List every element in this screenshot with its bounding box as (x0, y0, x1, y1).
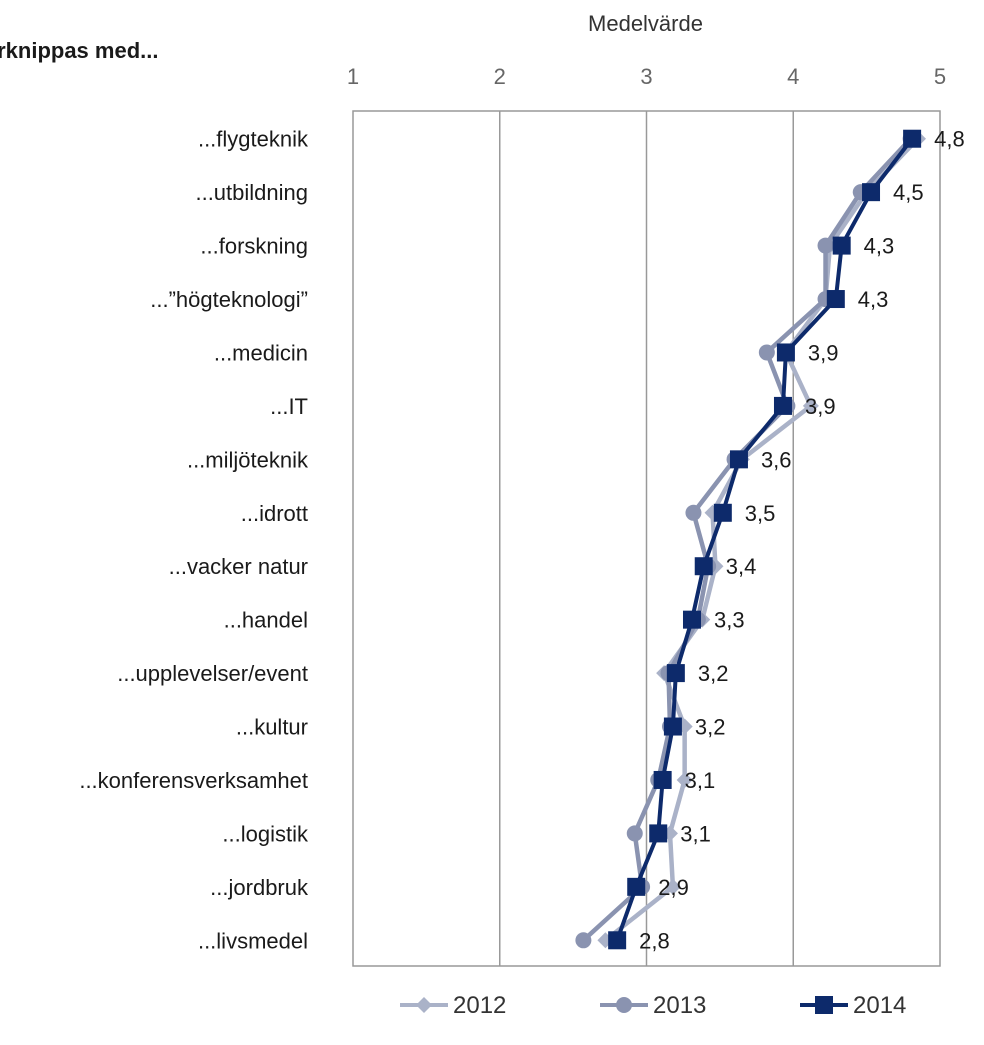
plot-area (352, 110, 941, 967)
marker-square (729, 450, 748, 469)
data-label: 2,8 (639, 928, 670, 953)
data-label: 3,1 (680, 821, 711, 846)
category-labels: ...flygteknik ...utbildning ...forskning..… (79, 127, 309, 954)
data-label: 3,3 (714, 608, 745, 633)
marker-square (773, 396, 792, 415)
category-label: ...handel (224, 608, 308, 633)
marker-square (862, 183, 881, 202)
marker-circle (685, 504, 702, 521)
data-label: 3,9 (805, 394, 836, 419)
category-label: ...”högteknologi” (150, 287, 308, 312)
x-axis-label: Medelvärde (588, 11, 703, 36)
series-line (581, 137, 913, 942)
marker-square (627, 877, 646, 896)
category-label: ...miljöteknik (187, 447, 309, 472)
series-2014 (608, 129, 922, 950)
marker-square (776, 343, 795, 362)
series-line (615, 137, 914, 941)
data-label: 3,5 (745, 501, 776, 526)
category-label: ...upplevelser/event (117, 661, 308, 686)
legend: 2012 2013 2014 (400, 992, 906, 1019)
data-label: 2,9 (658, 875, 689, 900)
x-tick-labels: 1 2 3 4 5 (347, 64, 946, 89)
marker-square (649, 824, 668, 843)
marker-diamond (802, 397, 819, 414)
data-label: 3,2 (698, 661, 729, 686)
data-label: 4,5 (893, 180, 924, 205)
marker-square (608, 931, 627, 950)
marker-square (653, 770, 672, 789)
data-label: 3,9 (808, 340, 839, 365)
data-label: 4,3 (864, 234, 895, 259)
category-label: ...medicin (214, 340, 308, 365)
data-label: 4,3 (858, 287, 889, 312)
marker-square (682, 610, 701, 629)
marker-square (832, 236, 851, 255)
category-label: ...flygteknik (198, 127, 309, 152)
category-label: ...logistik (222, 821, 309, 846)
marker-circle (575, 932, 592, 949)
legend-item-2013: 2013 (600, 992, 706, 1019)
category-label: ...vacker natur (169, 554, 308, 579)
marker-square (903, 129, 922, 148)
data-label: 3,6 (761, 447, 792, 472)
marker-square (826, 290, 845, 309)
marker-square (694, 557, 713, 576)
marker-diamond (676, 771, 693, 788)
category-label: ...utbildning (195, 180, 308, 205)
series-line (604, 137, 920, 943)
category-label: ...livsmedel (198, 928, 308, 953)
data-label: 4,8 (934, 127, 965, 152)
category-label: ...IT (270, 394, 308, 419)
category-label: ...idrott (241, 501, 308, 526)
data-label: 3,4 (726, 554, 757, 579)
legend-label: 2012 (453, 992, 506, 1019)
marker-square (815, 996, 833, 1014)
chart-header-title: ...förknippas med... (0, 38, 159, 63)
legend-label: 2014 (853, 992, 906, 1019)
marker-square (663, 717, 682, 736)
marker-square (713, 503, 732, 522)
marker-diamond (416, 997, 432, 1013)
line-chart: Medelvärde 1 2 3 4 5 ...flygteknik ...utbildn… (79, 11, 965, 967)
x-tick-label: 3 (640, 64, 652, 89)
x-tick-label: 1 (347, 64, 359, 89)
legend-item-2012: 2012 (400, 992, 506, 1019)
data-label: 3,1 (685, 768, 716, 793)
marker-square (666, 664, 685, 683)
x-tick-label: 5 (934, 64, 946, 89)
marker-circle (626, 825, 643, 842)
data-labels: 4,8 4,5 4,3 4,3 3,9 3,9 3,6 3,5 3,4 3,3 3,2 3,2 3,1 3… (639, 127, 965, 954)
category-label: ...jordbruk (210, 875, 309, 900)
marker-diamond (664, 878, 681, 895)
marker-circle (616, 997, 632, 1013)
category-label: ...forskning (200, 234, 308, 259)
category-label: ...konferensverksamhet (79, 768, 308, 793)
category-label: ...kultur (236, 715, 308, 740)
marker-circle (817, 237, 834, 254)
legend-label: 2013 (653, 992, 706, 1019)
legend-item-2014: 2014 (800, 992, 906, 1019)
x-tick-label: 4 (787, 64, 799, 89)
x-tick-label: 2 (494, 64, 506, 89)
gridlines (499, 111, 794, 966)
data-label: 3,2 (695, 715, 726, 740)
marker-circle (758, 344, 775, 361)
series-lines (575, 129, 926, 950)
